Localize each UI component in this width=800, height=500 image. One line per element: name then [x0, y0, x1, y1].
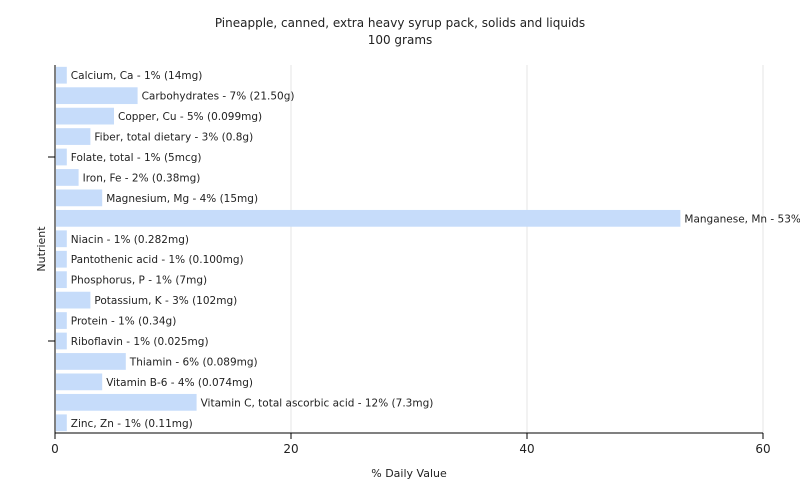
chart-title: Pineapple, canned, extra heavy syrup pac…: [215, 16, 585, 30]
bar: [56, 373, 103, 391]
bar: [56, 250, 67, 268]
bar-label: Manganese, Mn - 53% (1.062mg): [684, 213, 800, 225]
x-axis-label: % Daily Value: [371, 467, 447, 480]
bar: [56, 169, 79, 186]
bar-label: Thiamin - 6% (0.089mg): [129, 356, 258, 368]
bar: [56, 312, 67, 329]
chart-subtitle: 100 grams: [368, 33, 433, 47]
bar-label: Niacin - 1% (0.282mg): [71, 234, 189, 246]
bars: Calcium, Ca - 1% (14mg) Carbohydrates - 7…: [56, 66, 800, 432]
bar-label: Calcium, Ca - 1% (14mg): [71, 70, 203, 82]
bar: [56, 66, 67, 84]
bar: [56, 87, 138, 105]
y-axis-label: Nutrient: [35, 226, 48, 272]
bar-label: Potassium, K - 3% (102mg): [94, 295, 237, 307]
bar: [56, 332, 67, 350]
bar-label: Vitamin C, total ascorbic acid - 12% (7.…: [201, 397, 434, 409]
x-tick-label: 20: [283, 442, 298, 456]
bar-label: Vitamin B-6 - 4% (0.074mg): [106, 377, 253, 389]
bar: [56, 209, 681, 227]
bar-label: Zinc, Zn - 1% (0.11mg): [71, 418, 193, 430]
x-tick-label: 0: [51, 442, 59, 456]
axes: [48, 65, 763, 434]
bar-label: Iron, Fe - 2% (0.38mg): [83, 172, 201, 184]
bar: [56, 393, 197, 411]
plot-area: [55, 65, 763, 433]
bar-label: Fiber, total dietary - 3% (0.8g): [94, 132, 253, 144]
x-tick-label: 40: [519, 442, 534, 456]
bar: [56, 148, 67, 166]
bar-label: Magnesium, Mg - 4% (15mg): [106, 193, 258, 205]
bar-label: Copper, Cu - 5% (0.099mg): [118, 111, 262, 123]
bar: [56, 107, 114, 125]
x-axis-ticks: 0 20 40 60: [51, 433, 771, 456]
bar: [56, 189, 103, 207]
bar-label: Riboflavin - 1% (0.025mg): [71, 336, 209, 348]
x-tick-label: 60: [755, 442, 770, 456]
bar-label: Folate, total - 1% (5mcg): [71, 152, 202, 164]
bar-label: Carbohydrates - 7% (21.50g): [142, 91, 295, 103]
bar: [56, 128, 91, 145]
grid-lines: [290, 65, 764, 433]
bar-label: Phosphorus, P - 1% (7mg): [71, 275, 207, 287]
bar-label: Protein - 1% (0.34g): [71, 316, 177, 328]
bar: [56, 353, 126, 370]
bar-label: Pantothenic acid - 1% (0.100mg): [71, 254, 244, 266]
bar: [56, 230, 67, 248]
bar: [56, 414, 67, 432]
bar: [56, 271, 67, 289]
bar: [56, 291, 91, 309]
